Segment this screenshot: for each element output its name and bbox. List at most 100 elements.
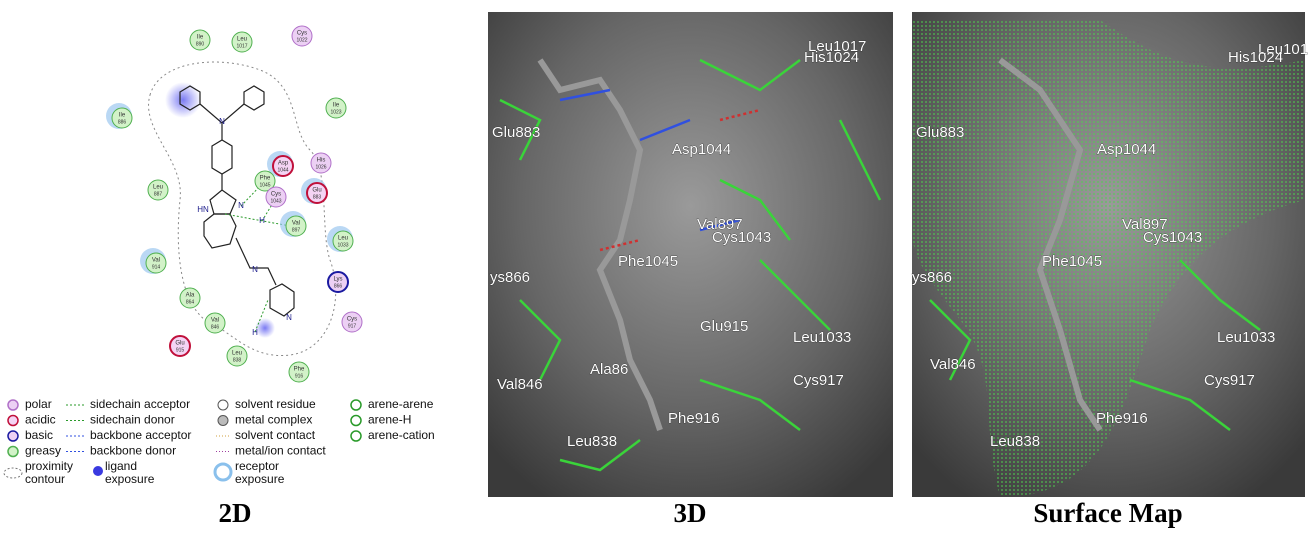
- residue-label-3d: Asp1044: [1097, 141, 1156, 158]
- legend-label: acidic: [25, 413, 56, 427]
- residue-number: 1043: [270, 198, 281, 204]
- legend-symbol: [4, 468, 22, 478]
- legend-label: arene-H: [368, 413, 411, 427]
- legend-label: sidechain donor: [90, 413, 175, 427]
- legend-symbol: [8, 416, 18, 426]
- legend-label: sidechain acceptor: [90, 397, 190, 411]
- residue-name: Cys: [297, 31, 307, 37]
- legend-label: metal complex: [235, 413, 312, 427]
- legend-label: basic: [25, 428, 53, 442]
- residue-name: Cys: [347, 317, 357, 323]
- legend-symbol: [8, 447, 18, 457]
- legend-label: solvent residue: [235, 397, 316, 411]
- residue-number: 1022: [296, 37, 307, 43]
- residue-label-3d: Leu1033: [1217, 329, 1275, 346]
- residue-name: Leu: [153, 185, 163, 191]
- residue-label-3d: Cys1043: [1143, 229, 1202, 246]
- residue-name: Glu: [312, 188, 321, 194]
- atom-label: HN: [197, 205, 209, 214]
- residue-label-3d: Phe1045: [618, 253, 678, 270]
- legend-label: exposure: [105, 472, 155, 486]
- residue-number: 917: [348, 323, 357, 329]
- residue-label-3d: Val846: [930, 356, 976, 373]
- residue-label-3d: Asp1044: [672, 141, 731, 158]
- legend-label: contour: [25, 472, 65, 486]
- residue-number: 916: [295, 373, 304, 379]
- residue-number: 897: [292, 227, 301, 233]
- residue-label-3d: Cys917: [1204, 372, 1255, 389]
- residue-name: Phe: [260, 176, 271, 182]
- residue-label-3d: Leu838: [990, 433, 1040, 450]
- legend-label: polar: [25, 397, 52, 411]
- residue-label-3d: Cys917: [793, 372, 844, 389]
- residue-name: Leu: [338, 236, 348, 242]
- legend-label: greasy: [25, 444, 61, 458]
- residue-number: 1045: [259, 182, 270, 188]
- residue-number: 886: [118, 119, 127, 125]
- legend-label: proximity: [25, 459, 73, 473]
- residue-name: Phe: [294, 367, 305, 373]
- legend-symbol: [8, 431, 18, 441]
- legend-symbol: [351, 416, 361, 426]
- legend-label: exposure: [235, 472, 285, 486]
- residue-label-3d: Phe916: [1096, 410, 1148, 427]
- legend-symbol: [8, 400, 18, 410]
- residue-label-3d: Phe1045: [1042, 253, 1102, 270]
- residue-number: 864: [186, 299, 195, 305]
- residue-number: 915: [176, 347, 185, 353]
- residue-label-3d: His1024: [804, 49, 859, 66]
- residue-name: Val: [292, 221, 300, 227]
- residue-number: 846: [211, 324, 220, 330]
- residue-number: 1033: [337, 242, 348, 248]
- residue-name: Leu: [232, 351, 242, 357]
- atom-label: H: [252, 328, 258, 337]
- residue-number: 887: [154, 191, 163, 197]
- panel-caption: 2D: [219, 498, 252, 528]
- residue-number: 1026: [315, 164, 326, 170]
- panel-caption: Surface Map: [1033, 498, 1182, 528]
- residue-label-3d: Glu883: [916, 124, 964, 141]
- residue-label-3d: Glu915: [700, 318, 748, 335]
- residue-name: Ile: [333, 103, 340, 109]
- legend-label: backbone acceptor: [90, 428, 191, 442]
- atom-label: N: [286, 313, 292, 322]
- legend-symbol: [218, 400, 228, 410]
- legend-symbol: [218, 416, 228, 426]
- legend-symbol: [351, 400, 361, 410]
- residue-label-3d: Leu1033: [793, 329, 851, 346]
- residue-label-3d: His1024: [1228, 49, 1283, 66]
- residue-name: Lys: [333, 277, 342, 283]
- legend-label: arene-arene: [368, 397, 434, 411]
- residue-name: Val: [152, 258, 160, 264]
- residue-label-3d: Glu883: [492, 124, 540, 141]
- legend-label: receptor: [235, 459, 279, 473]
- residue-name: Cys: [271, 192, 281, 198]
- figure: Ile890Leu1017Cys1022Ile886Ile1023Asp1044…: [0, 0, 1308, 533]
- residue-label-3d: Val846: [497, 376, 543, 393]
- legend-symbol: [351, 431, 361, 441]
- residue-name: Ile: [119, 113, 126, 119]
- residue-name: Ala: [186, 293, 195, 299]
- panel-caption: 3D: [674, 498, 707, 528]
- residue-label-3d: Phe916: [668, 410, 720, 427]
- residue-name: Asp: [278, 161, 289, 167]
- residue-number: 1044: [277, 167, 288, 173]
- residue-label-3d: Leu838: [567, 433, 617, 450]
- residue-number: 838: [233, 357, 242, 363]
- residue-label-3d: ys866: [490, 269, 530, 286]
- legend-label: backbone donor: [90, 444, 176, 458]
- residue-label-3d: Ala86: [590, 361, 628, 378]
- residue-number: 1023: [330, 109, 341, 115]
- residue-number: 914: [152, 264, 161, 270]
- atom-label: N: [219, 117, 225, 126]
- residue-name: Val: [211, 318, 219, 324]
- residue-name: Glu: [175, 341, 184, 347]
- legend-label: ligand: [105, 459, 137, 473]
- legend-label: metal/ion contact: [235, 444, 326, 458]
- legend-symbol: [215, 464, 231, 480]
- residue-name: Ile: [197, 35, 204, 41]
- residue-label-3d: Cys1043: [712, 229, 771, 246]
- residue-number: 883: [313, 194, 322, 200]
- atom-label: N: [252, 265, 258, 274]
- legend-label: solvent contact: [235, 428, 316, 442]
